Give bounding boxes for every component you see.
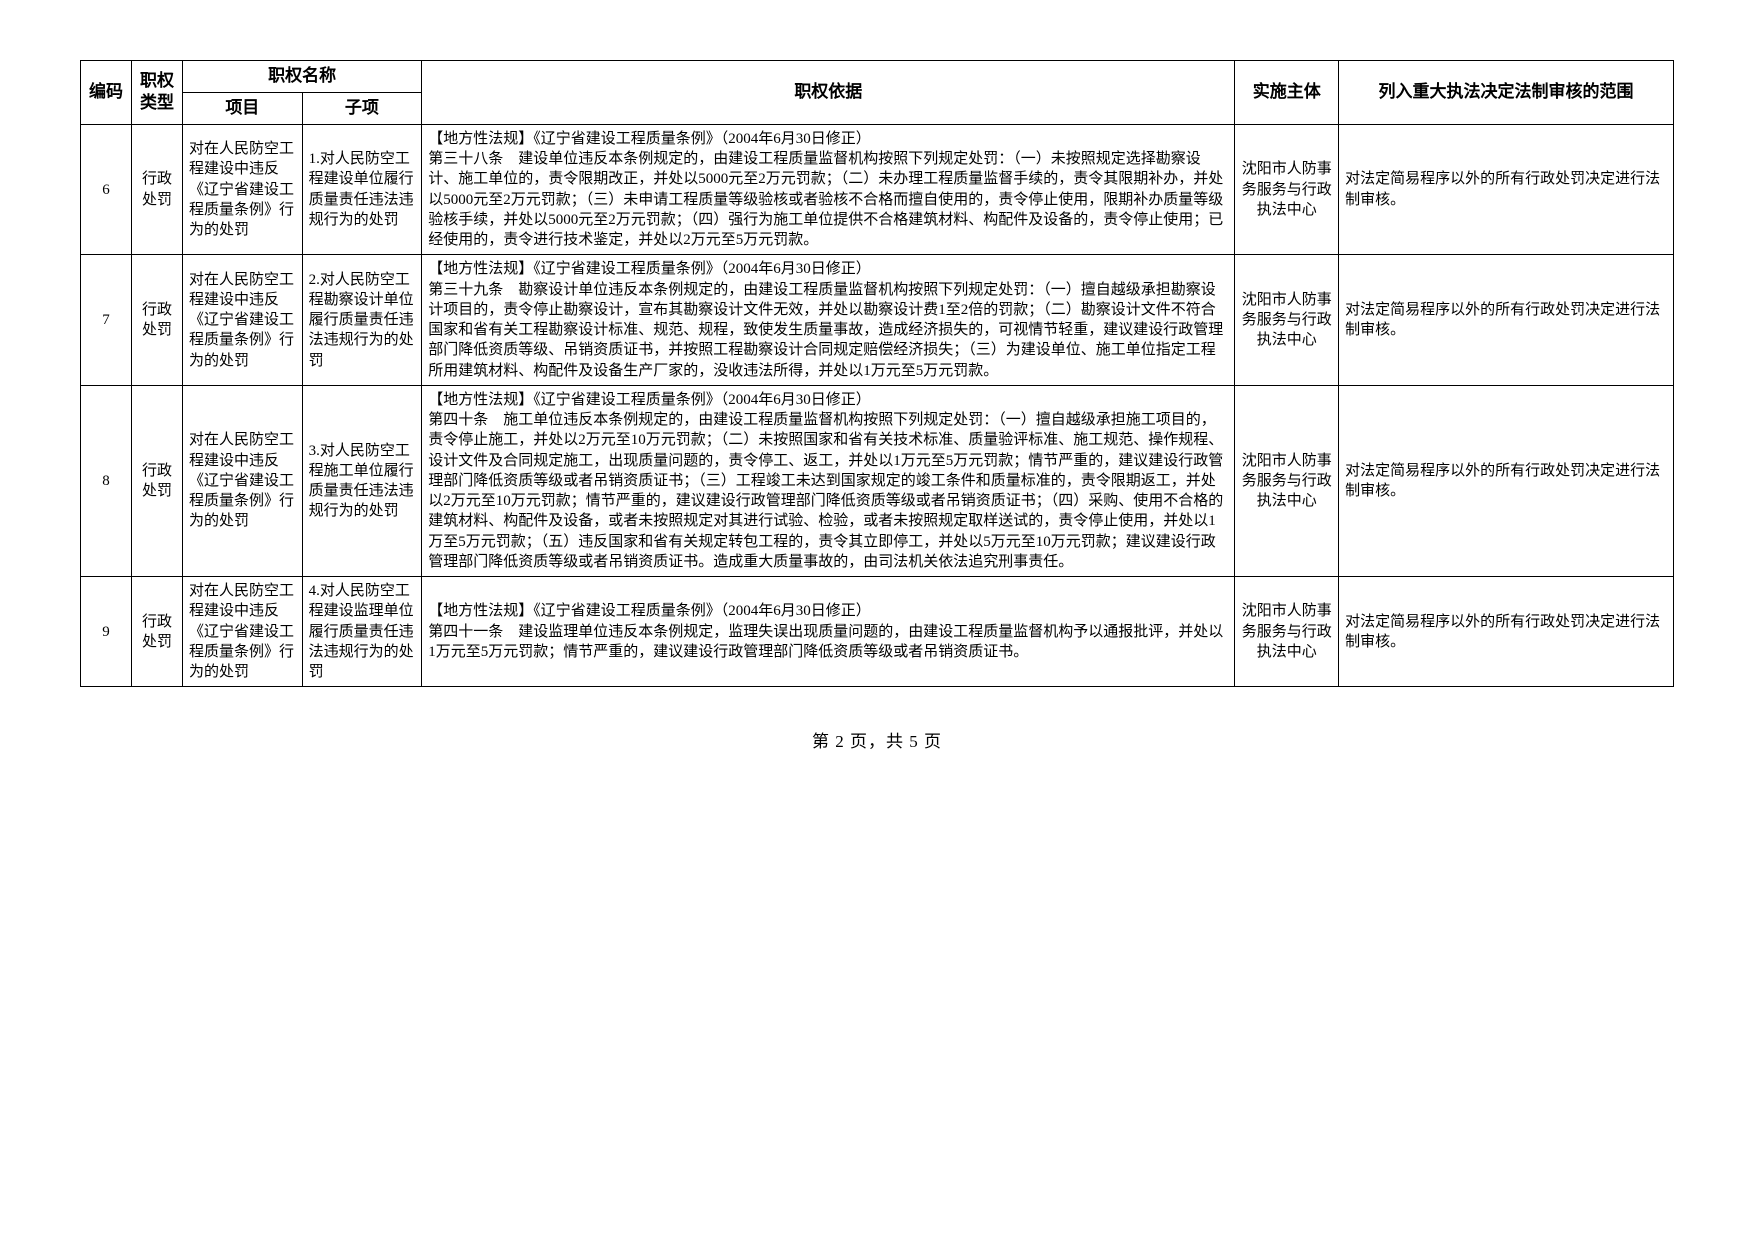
cell-scope: 对法定简易程序以外的所有行政处罚决定进行法制审核。 bbox=[1339, 124, 1674, 255]
cell-scope: 对法定简易程序以外的所有行政处罚决定进行法制审核。 bbox=[1339, 385, 1674, 576]
table-row: 7行政处罚对在人民防空工程建设中违反《辽宁省建设工程质量条例》行为的处罚2.对人… bbox=[81, 255, 1674, 386]
cell-subitem: 4.对人民防空工程建设监理单位履行质量责任违法违规行为的处罚 bbox=[302, 577, 422, 687]
cell-code: 7 bbox=[81, 255, 132, 386]
header-scope: 列入重大执法决定法制审核的范围 bbox=[1339, 61, 1674, 125]
cell-code: 9 bbox=[81, 577, 132, 687]
cell-impl: 沈阳市人防事务服务与行政执法中心 bbox=[1235, 124, 1339, 255]
cell-project: 对在人民防空工程建设中违反《辽宁省建设工程质量条例》行为的处罚 bbox=[183, 577, 303, 687]
table-header: 编码 职权类型 职权名称 职权依据 实施主体 列入重大执法决定法制审核的范围 项… bbox=[81, 61, 1674, 125]
cell-basis: 【地方性法规】《辽宁省建设工程质量条例》（2004年6月30日修正） 第三十九条… bbox=[422, 255, 1235, 386]
cell-project: 对在人民防空工程建设中违反《辽宁省建设工程质量条例》行为的处罚 bbox=[183, 385, 303, 576]
cell-basis: 【地方性法规】《辽宁省建设工程质量条例》（2004年6月30日修正） 第四十条 … bbox=[422, 385, 1235, 576]
header-basis: 职权依据 bbox=[422, 61, 1235, 125]
table-row: 6行政处罚对在人民防空工程建设中违反《辽宁省建设工程质量条例》行为的处罚1.对人… bbox=[81, 124, 1674, 255]
cell-basis: 【地方性法规】《辽宁省建设工程质量条例》（2004年6月30日修正） 第四十一条… bbox=[422, 577, 1235, 687]
header-type: 职权类型 bbox=[132, 61, 183, 125]
authority-table: 编码 职权类型 职权名称 职权依据 实施主体 列入重大执法决定法制审核的范围 项… bbox=[80, 60, 1674, 687]
header-code: 编码 bbox=[81, 61, 132, 125]
cell-impl: 沈阳市人防事务服务与行政执法中心 bbox=[1235, 385, 1339, 576]
cell-scope: 对法定简易程序以外的所有行政处罚决定进行法制审核。 bbox=[1339, 255, 1674, 386]
header-impl: 实施主体 bbox=[1235, 61, 1339, 125]
page-footer: 第 2 页，共 5 页 bbox=[80, 727, 1674, 752]
header-name: 职权名称 bbox=[183, 61, 422, 93]
cell-subitem: 2.对人民防空工程勘察设计单位履行质量责任违法违规行为的处罚 bbox=[302, 255, 422, 386]
cell-impl: 沈阳市人防事务服务与行政执法中心 bbox=[1235, 577, 1339, 687]
cell-type: 行政处罚 bbox=[132, 385, 183, 576]
cell-project: 对在人民防空工程建设中违反《辽宁省建设工程质量条例》行为的处罚 bbox=[183, 124, 303, 255]
cell-type: 行政处罚 bbox=[132, 577, 183, 687]
header-project: 项目 bbox=[183, 92, 303, 124]
cell-subitem: 1.对人民防空工程建设单位履行质量责任违法违规行为的处罚 bbox=[302, 124, 422, 255]
table-row: 8行政处罚对在人民防空工程建设中违反《辽宁省建设工程质量条例》行为的处罚3.对人… bbox=[81, 385, 1674, 576]
cell-code: 8 bbox=[81, 385, 132, 576]
cell-code: 6 bbox=[81, 124, 132, 255]
cell-type: 行政处罚 bbox=[132, 255, 183, 386]
cell-subitem: 3.对人民防空工程施工单位履行质量责任违法违规行为的处罚 bbox=[302, 385, 422, 576]
table-row: 9行政处罚对在人民防空工程建设中违反《辽宁省建设工程质量条例》行为的处罚4.对人… bbox=[81, 577, 1674, 687]
header-subitem: 子项 bbox=[302, 92, 422, 124]
cell-project: 对在人民防空工程建设中违反《辽宁省建设工程质量条例》行为的处罚 bbox=[183, 255, 303, 386]
cell-impl: 沈阳市人防事务服务与行政执法中心 bbox=[1235, 255, 1339, 386]
cell-scope: 对法定简易程序以外的所有行政处罚决定进行法制审核。 bbox=[1339, 577, 1674, 687]
cell-type: 行政处罚 bbox=[132, 124, 183, 255]
table-body: 6行政处罚对在人民防空工程建设中违反《辽宁省建设工程质量条例》行为的处罚1.对人… bbox=[81, 124, 1674, 687]
cell-basis: 【地方性法规】《辽宁省建设工程质量条例》（2004年6月30日修正） 第三十八条… bbox=[422, 124, 1235, 255]
